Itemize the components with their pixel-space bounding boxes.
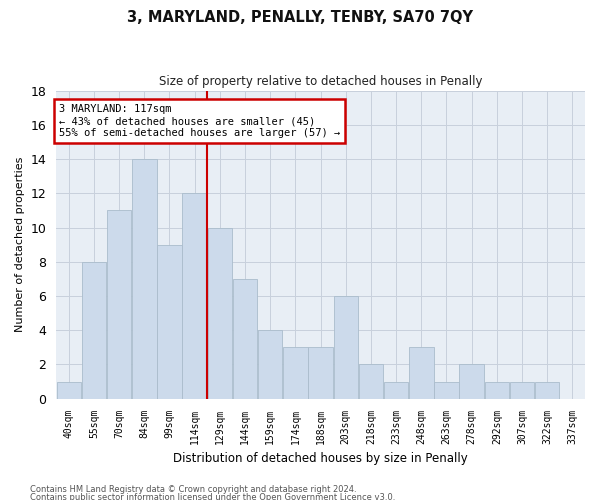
X-axis label: Distribution of detached houses by size in Penally: Distribution of detached houses by size … [173,452,468,465]
Bar [535,382,559,398]
Bar [56,382,81,398]
Bar [510,382,534,398]
Bar [208,228,232,398]
Bar [359,364,383,398]
Bar [233,279,257,398]
Bar [258,330,283,398]
Bar [132,159,157,398]
Bar [308,348,333,399]
Bar [157,244,182,398]
Bar [460,364,484,398]
Bar [409,348,434,399]
Text: Contains HM Land Registry data © Crown copyright and database right 2024.: Contains HM Land Registry data © Crown c… [30,486,356,494]
Bar [82,262,106,398]
Text: 3 MARYLAND: 117sqm
← 43% of detached houses are smaller (45)
55% of semi-detache: 3 MARYLAND: 117sqm ← 43% of detached hou… [59,104,340,138]
Y-axis label: Number of detached properties: Number of detached properties [15,157,25,332]
Bar [384,382,409,398]
Bar [485,382,509,398]
Bar [182,194,207,398]
Text: Contains public sector information licensed under the Open Government Licence v3: Contains public sector information licen… [30,492,395,500]
Text: 3, MARYLAND, PENALLY, TENBY, SA70 7QY: 3, MARYLAND, PENALLY, TENBY, SA70 7QY [127,10,473,25]
Bar [283,348,308,399]
Bar [434,382,459,398]
Title: Size of property relative to detached houses in Penally: Size of property relative to detached ho… [159,75,482,88]
Bar [107,210,131,398]
Bar [334,296,358,398]
